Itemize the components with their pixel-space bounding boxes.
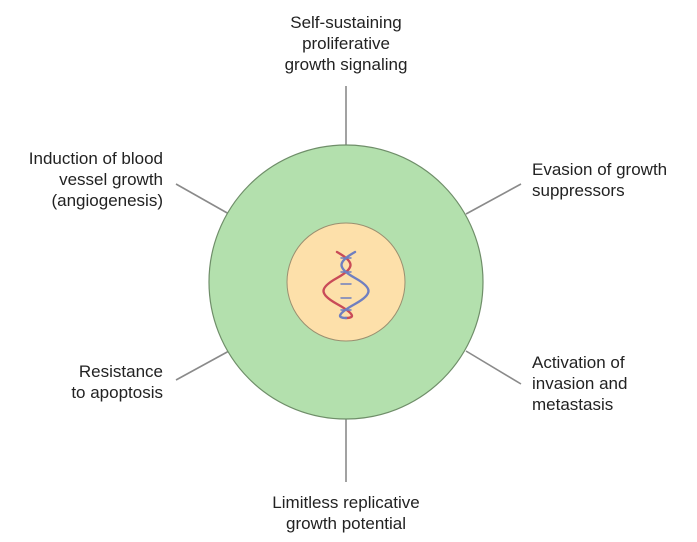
hallmark-lower-right-line-2: invasion and (532, 374, 628, 393)
hallmark-top-line-1: Self-sustaining (290, 13, 402, 32)
hallmark-lower-right-line-1: Activation of (532, 353, 625, 372)
hallmark-upper-right-line-2: suppressors (532, 181, 625, 200)
hallmark-upper-left-line-2: vessel growth (59, 170, 163, 189)
connector-lower-right (465, 350, 522, 385)
hallmark-upper-left-line-1: Induction of blood (28, 149, 163, 168)
hallmark-lower-right-line-3: metastasis (532, 395, 614, 414)
connector-upper-left (175, 183, 230, 215)
hallmark-label-lower-right: Activation of invasion and metastasis (532, 352, 692, 415)
hallmark-bottom-line-1: Limitless replicative (272, 493, 420, 512)
connector-lines (175, 86, 522, 482)
hallmark-label-upper-left: Induction of blood vessel growth (angiog… (0, 148, 163, 211)
connector-lower-left (175, 350, 230, 381)
hallmark-upper-right-line-1: Evasion of growth (532, 160, 668, 179)
hallmark-label-upper-right: Evasion of growth suppressors (532, 159, 692, 201)
dna-double-helix-icon (322, 250, 370, 320)
cell-nucleus (286, 222, 406, 342)
hallmark-bottom-line-2: growth potential (285, 514, 407, 533)
hallmark-top-line-2: proliferative (302, 34, 390, 53)
hallmark-top-line-3: growth signaling (284, 55, 408, 74)
hallmark-upper-left-line-3: (angiogenesis) (51, 191, 163, 210)
hallmark-label-bottom: Limitless replicative growth potential (226, 492, 466, 534)
connector-upper-right (465, 183, 522, 215)
hallmark-lower-left-line-1: Resistance (78, 362, 163, 381)
hallmark-lower-left-line-2: to apoptosis (71, 383, 163, 402)
hallmark-label-top: Self-sustaining proliferative growth sig… (246, 12, 446, 75)
hallmark-label-lower-left: Resistance to apoptosis (0, 361, 163, 403)
